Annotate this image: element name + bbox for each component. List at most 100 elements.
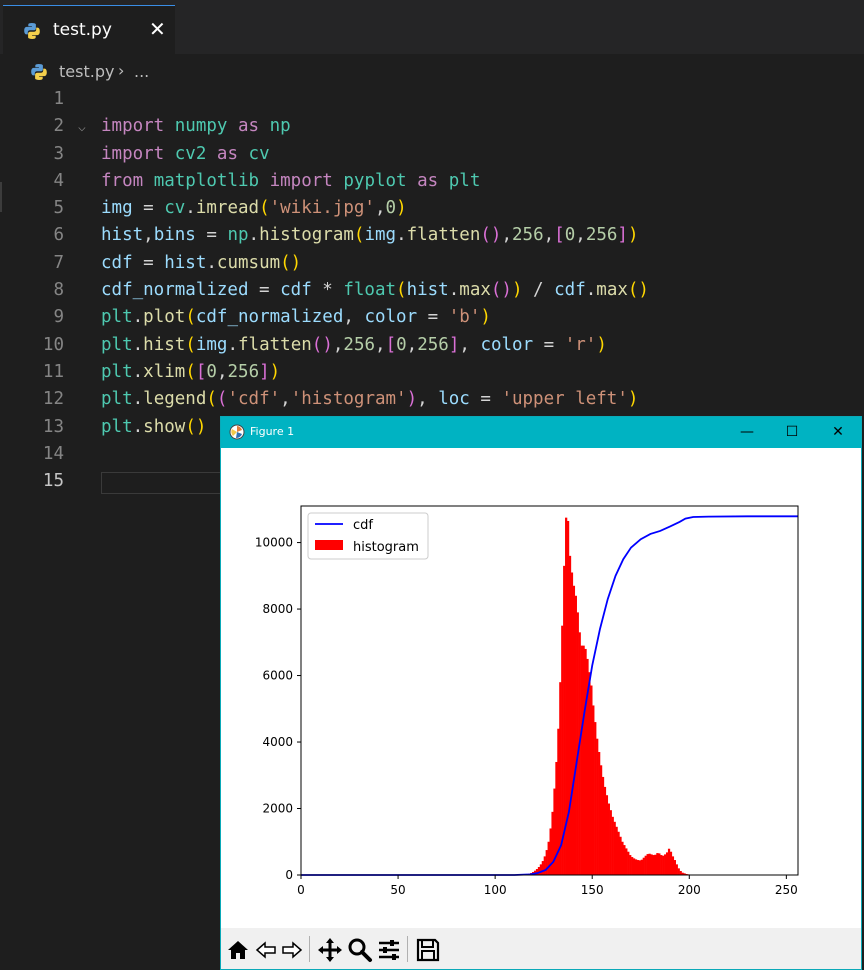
- code-token: cdf_normalized: [195, 307, 344, 328]
- maximize-button[interactable]: ☐: [785, 424, 799, 440]
- histogram-bar: [576, 612, 579, 875]
- code-line[interactable]: 3 import cv2 as cv: [0, 141, 864, 168]
- code-token: plt: [101, 361, 133, 382]
- histogram-chart: 0 50 100 150 200 250 0 2000 4000 6000 8000 10000 cdf…: [255, 505, 799, 897]
- histogram-bar: [535, 869, 539, 875]
- code-text: import cv2 as cv: [101, 141, 270, 168]
- code-line[interactable]: 9 plt.plot(cdf_normalized, color = 'b'): [0, 304, 864, 331]
- code-line[interactable]: 5 img = cv.imread('wiki.jpg',0): [0, 195, 864, 222]
- x-tick-label: 50: [390, 883, 405, 897]
- code-line[interactable]: 7 cdf = hist.cumsum(): [0, 250, 864, 277]
- histogram-bar: [658, 853, 661, 875]
- minimize-button[interactable]: —: [740, 424, 754, 440]
- code-line[interactable]: 13 plt.show(): [0, 414, 864, 441]
- code-line[interactable]: 1: [0, 86, 864, 113]
- code-text: plt.xlim([0,256]): [101, 359, 280, 386]
- matplotlib-icon: [229, 424, 245, 440]
- code-line[interactable]: 15: [0, 468, 864, 495]
- breadcrumb-symbols[interactable]: ...: [134, 62, 150, 81]
- window-titlebar[interactable]: Figure 1 — ☐ ✕: [221, 417, 861, 448]
- tab-test-py[interactable]: test.py ✕: [3, 5, 175, 54]
- code-token: ): [627, 225, 639, 246]
- code-token: =: [417, 307, 449, 328]
- code-token: [: [385, 334, 397, 355]
- breadcrumb-file[interactable]: test.py: [59, 62, 115, 81]
- legend-label: cdf: [353, 518, 373, 533]
- code-text: cdf_normalized = cdf * float(hist.max())…: [101, 277, 649, 304]
- code-text: import numpy as np: [101, 113, 291, 140]
- x-tick-label: 0: [297, 883, 305, 897]
- chevron-right-icon: ›: [118, 61, 125, 80]
- code-token: 'wiki.jpg': [269, 198, 375, 219]
- histogram-bar: [611, 816, 614, 875]
- histogram-bar: [648, 853, 651, 875]
- histogram-bar: [623, 845, 626, 875]
- plot-frame: [300, 505, 799, 876]
- legend-histogram-swatch: [315, 540, 343, 550]
- x-tick-label: 200: [678, 883, 701, 897]
- histogram-bar: [598, 752, 601, 875]
- code-token: 256: [343, 334, 376, 355]
- code-token: (: [216, 389, 228, 410]
- code-token: ,: [406, 334, 418, 355]
- histogram-bar: [683, 873, 686, 875]
- code-line[interactable]: 2 ⌵ import numpy as np: [0, 113, 864, 140]
- histogram-bar: [590, 685, 593, 875]
- code-token: .: [132, 334, 144, 355]
- code-token: ,: [280, 389, 291, 410]
- code-token: img: [195, 334, 228, 355]
- code-token: (): [627, 280, 649, 301]
- code-line[interactable]: 6 hist,bins = np.histogram(img.flatten(),…: [0, 222, 864, 249]
- histogram-bar: [599, 765, 603, 875]
- code-token: plt: [101, 307, 133, 328]
- line-number: 2: [53, 116, 64, 137]
- code-token: 'r': [564, 334, 597, 355]
- code-token: 0: [564, 225, 576, 246]
- code-token: ,: [374, 198, 386, 219]
- histogram-bar: [559, 682, 562, 875]
- figure-canvas[interactable]: 0 50 100 150 200 250 0 2000 4000 6000 8000 10000 cdf…: [221, 448, 861, 927]
- pan-icon[interactable]: [317, 937, 343, 963]
- histogram-bar: [549, 828, 552, 875]
- save-icon[interactable]: [415, 937, 441, 963]
- code-line[interactable]: 11 plt.xlim([0,256]): [0, 359, 864, 386]
- zoom-icon[interactable]: [347, 937, 373, 963]
- histogram-bar: [603, 786, 607, 875]
- close-button[interactable]: ✕: [832, 424, 844, 440]
- histogram-bar: [629, 855, 632, 875]
- code-token: 256: [417, 334, 449, 355]
- code-token: =: [248, 280, 281, 301]
- code-token: (): [480, 225, 502, 246]
- code-token: cdf: [101, 252, 133, 273]
- code-token: ): [396, 198, 407, 219]
- code-editor[interactable]: 1 2 ⌵ import numpy as np 3 import cv2 as cv 4 f…: [0, 86, 864, 495]
- code-token: 0: [396, 334, 407, 355]
- forward-icon[interactable]: [279, 937, 305, 963]
- code-token: histogram: [259, 225, 354, 246]
- fold-chevron-icon[interactable]: ⌵: [78, 120, 86, 136]
- histogram-bar: [547, 841, 550, 875]
- histogram-bar: [586, 658, 589, 875]
- histogram-bar: [625, 848, 628, 875]
- code-line[interactable]: 8 cdf_normalized = cdf * float(hist.max()…: [0, 277, 864, 304]
- code-token: (): [311, 334, 333, 355]
- histogram-bar: [557, 728, 560, 875]
- cdf-line: [301, 515, 798, 876]
- close-icon[interactable]: ✕: [149, 17, 166, 41]
- back-icon[interactable]: [253, 937, 279, 963]
- code-line[interactable]: 12 plt.legend(('cdf','histogram'), loc = …: [0, 386, 864, 413]
- histogram-bar: [551, 811, 554, 875]
- home-icon[interactable]: [225, 937, 251, 963]
- configure-subplots-icon[interactable]: [376, 937, 402, 963]
- code-text: cdf = hist.cumsum(): [101, 250, 301, 277]
- python-icon: [24, 23, 40, 39]
- code-line[interactable]: 10 plt.hist(img.flatten(),256,[0,256], co…: [0, 332, 864, 359]
- histogram-bar: [580, 645, 583, 875]
- histogram-bar: [572, 585, 576, 875]
- code-line[interactable]: 14: [0, 441, 864, 468]
- code-token: flatten: [238, 334, 312, 355]
- histogram-bar: [681, 872, 684, 875]
- code-token: 'histogram': [290, 389, 407, 410]
- histogram-bar: [665, 852, 669, 875]
- code-line[interactable]: 4 from matplotlib import pyplot as plt: [0, 168, 864, 195]
